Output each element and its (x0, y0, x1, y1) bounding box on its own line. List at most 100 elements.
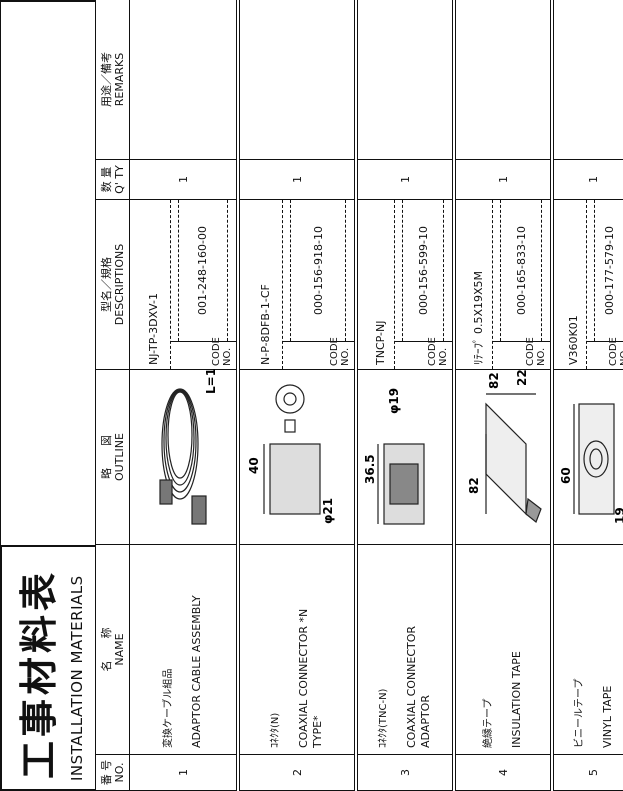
item-name: ビニールテープ VINYL TAPE (552, 544, 623, 755)
column-header: 型名／規格 DESCRIPTIONS (95, 199, 130, 370)
remarks (454, 0, 552, 160)
code-label: CODE NO. (169, 337, 236, 369)
outline: 40 φ21 (238, 369, 356, 545)
column-header-en: DESCRIPTIONS (112, 243, 126, 326)
model: NJ-TP-3DXV-1 (138, 200, 171, 369)
outline-drawing: L=1M (159, 356, 218, 525)
quantity: 1 (552, 159, 623, 200)
subtitle: INSTALLATION MATERIALS (68, 575, 86, 781)
model: TNCP-NJ (366, 200, 396, 369)
code-row: CODE NO. 000-177-579-10 (585, 200, 623, 369)
remarks (238, 0, 356, 160)
code: 000-177-579-10 (593, 200, 623, 341)
name-en: VINYL TAPE (600, 685, 614, 748)
code-row: CODE NO. 000-156-918-10 (282, 200, 354, 369)
outline: 82 82 22 (454, 369, 552, 545)
description: N-P-8DFB-1-CF CODE NO. 000-156-918-10 (238, 199, 356, 370)
code-label: CODE NO. (585, 337, 623, 369)
outline-shape (485, 402, 527, 516)
outline-shape (163, 389, 197, 493)
item-row: 3 ｺﾈｸﾀ(TNC-N) COAXIAL CONNECTOR ADAPTOR 36.… (356, 0, 454, 791)
column-header-ja: 数 量 (99, 166, 113, 193)
dimension-label: 36.5 (363, 454, 377, 484)
outline-shape (583, 440, 609, 478)
column-header-ja: 番 号 (99, 759, 113, 786)
column-header: 略 図 OUTLINE (95, 369, 130, 545)
dimension-label: φ21 (321, 498, 335, 524)
item-number: 1 (129, 754, 238, 791)
outline: 60 19 (552, 369, 623, 545)
outline: L=1M (129, 356, 238, 545)
column-header: 用途／備考 REMARKS (95, 0, 130, 160)
frame (0, 0, 95, 545)
remarks (129, 0, 238, 160)
name-ja: ｺﾈｸﾀ(N) (270, 712, 281, 748)
item-number: 3 (356, 754, 454, 791)
outline-shape (589, 448, 603, 470)
name-en: COAXIAL CONNECTOR ADAPTOR (405, 625, 432, 748)
materials-table: 番 号 NO. 名 称 NAME 略 図 OUTLINE 型名／規格 DESCRIPTIONS… (95, 0, 623, 791)
title-box: 工事材料表 INSTALLATION MATERIALS (0, 545, 95, 791)
code: 000-156-599-10 (402, 200, 444, 341)
quantity: 1 (129, 159, 238, 200)
outline-shape (269, 443, 321, 515)
outline-shape (284, 419, 296, 433)
code-row: CODE NO. 001-248-160-00 (169, 200, 236, 369)
outline-shape (283, 392, 297, 406)
column-header-en: OUTLINE (112, 433, 126, 481)
remarks (356, 0, 454, 160)
dimension-label: 22 (515, 369, 529, 386)
name-en: ADAPTOR CABLE ASSEMBLY (190, 595, 203, 748)
name-ja: ｺﾈｸﾀ(TNC-N) (378, 688, 389, 748)
item-name: 変換ケーブル組品 ADAPTOR CABLE ASSEMBLY (129, 544, 238, 755)
description: V360K01 CODE NO. 000-177-579-10 (552, 199, 623, 370)
title: 工事材料表 (17, 568, 61, 779)
name-ja: 変換ケーブル組品 (163, 668, 174, 748)
column-header-ja: 型名／規格 (99, 257, 113, 312)
quantity: 1 (356, 159, 454, 200)
item-row: 5 ビニールテープ VINYL TAPE 60 19 V360K01 CODE NO. 000… (552, 0, 623, 791)
dimension-label: 82 (467, 477, 481, 494)
model: ﾘﾃｰﾌﾟ 0.5X19X5M (464, 200, 494, 369)
name-en: COAXIAL CONNECTOR *N TYPE* (297, 608, 324, 748)
description: ﾘﾃｰﾌﾟ 0.5X19X5M CODE NO. 000-165-833-10 (454, 199, 552, 370)
item-name: ｺﾈｸﾀ(TNC-N) COAXIAL CONNECTOR ADAPTOR (356, 544, 454, 755)
column-header-ja: 名 称 (99, 627, 113, 672)
code-label: CODE NO. (394, 337, 452, 369)
dimension-label: 40 (247, 457, 261, 474)
name-ja: ビニールテープ (573, 678, 585, 748)
outline-drawing: 40 φ21 (247, 384, 335, 524)
outline-drawing: 36.5 φ19 (363, 388, 425, 525)
dimension-label: 19 (613, 507, 623, 524)
item-number: 2 (238, 754, 356, 791)
column-header-en: NAME (112, 633, 126, 666)
dimension-label: φ19 (387, 388, 401, 414)
column-header-ja: 略 図 (99, 435, 113, 479)
description: TNCP-NJ CODE NO. 000-156-599-10 (356, 199, 454, 370)
table-body: 1 変換ケーブル組品 ADAPTOR CABLE ASSEMBLY L=1M NJ-TP… (129, 0, 623, 791)
outline-shape (165, 390, 195, 486)
code: 000-156-918-10 (290, 200, 346, 341)
item-row: 2 ｺﾈｸﾀ(N) COAXIAL CONNECTOR *N TYPE* 40 φ21 N… (238, 0, 356, 791)
quantity: 1 (454, 159, 552, 200)
code-label: CODE NO. (492, 337, 550, 369)
outline-shape (191, 495, 207, 525)
model: V360K01 (562, 200, 587, 369)
outline-shape (525, 497, 542, 523)
column-header-ja: 用途／備考 (99, 52, 113, 107)
outline-shape (389, 463, 419, 505)
code: 000-165-833-10 (500, 200, 542, 341)
header-row: 番 号 NO. 名 称 NAME 略 図 OUTLINE 型名／規格 DESCRIPTIONS… (95, 0, 130, 791)
remarks (552, 0, 623, 160)
column-header: 名 称 NAME (95, 544, 130, 755)
item-row: 1 変換ケーブル組品 ADAPTOR CABLE ASSEMBLY L=1M NJ-TP… (129, 0, 238, 791)
column-header-en: Q' TY (112, 165, 126, 194)
outline-shape (159, 479, 173, 505)
item-name: ｺﾈｸﾀ(N) COAXIAL CONNECTOR *N TYPE* (238, 544, 356, 755)
outline: 36.5 φ19 (356, 369, 454, 545)
outline-shape (578, 403, 615, 515)
code-row: CODE NO. 000-165-833-10 (492, 200, 550, 369)
outline-drawing: 60 19 (559, 403, 623, 524)
column-header-en: REMARKS (112, 52, 126, 107)
